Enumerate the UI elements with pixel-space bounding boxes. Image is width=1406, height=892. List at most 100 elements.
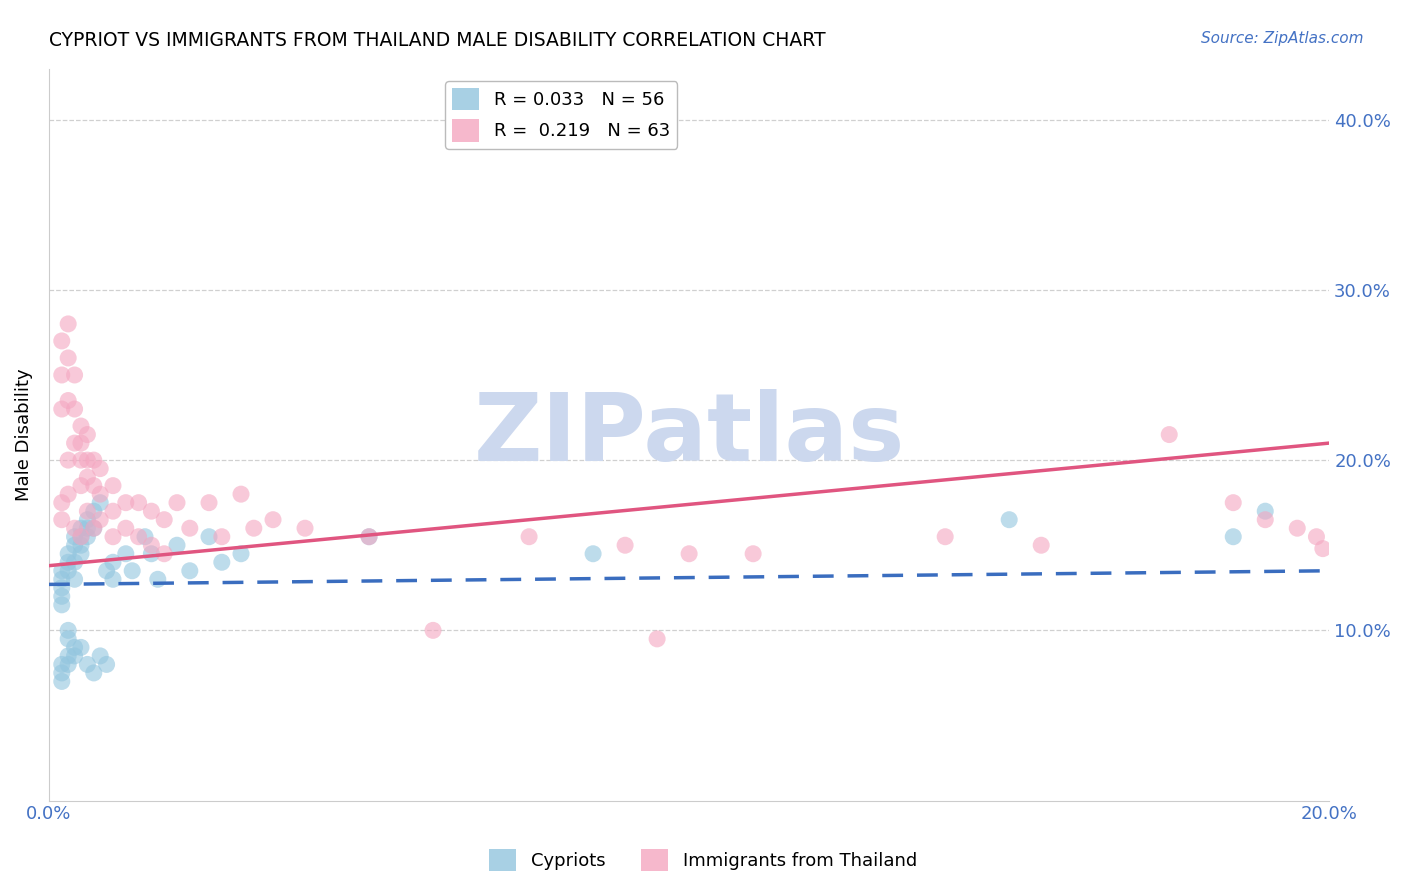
Point	[229, 547, 252, 561]
Point	[101, 572, 124, 586]
Point	[134, 530, 156, 544]
Point	[1254, 504, 1277, 518]
Point	[70, 521, 93, 535]
Point	[56, 624, 79, 638]
Point	[934, 530, 956, 544]
Text: Source: ZipAtlas.com: Source: ZipAtlas.com	[1201, 31, 1364, 46]
Point	[51, 572, 73, 586]
Point	[63, 648, 86, 663]
Point	[70, 436, 93, 450]
Point	[70, 538, 93, 552]
Point	[211, 555, 233, 569]
Point	[422, 624, 444, 638]
Point	[998, 513, 1021, 527]
Point	[56, 564, 79, 578]
Point	[179, 521, 201, 535]
Point	[96, 657, 118, 672]
Point	[70, 530, 93, 544]
Point	[179, 564, 201, 578]
Text: ZIPatlas: ZIPatlas	[474, 389, 905, 481]
Point	[70, 419, 93, 434]
Y-axis label: Male Disability: Male Disability	[15, 368, 32, 501]
Point	[678, 547, 700, 561]
Point	[1222, 530, 1244, 544]
Point	[243, 521, 266, 535]
Point	[1031, 538, 1053, 552]
Point	[56, 632, 79, 646]
Point	[357, 530, 380, 544]
Point	[1286, 521, 1309, 535]
Point	[63, 521, 86, 535]
Point	[83, 504, 105, 518]
Point	[128, 496, 150, 510]
Point	[76, 513, 98, 527]
Point	[63, 555, 86, 569]
Point	[56, 555, 79, 569]
Point	[141, 504, 163, 518]
Point	[614, 538, 637, 552]
Point	[56, 547, 79, 561]
Point	[141, 547, 163, 561]
Point	[114, 496, 136, 510]
Point	[63, 436, 86, 450]
Point	[51, 513, 73, 527]
Point	[198, 530, 221, 544]
Point	[83, 521, 105, 535]
Point	[51, 564, 73, 578]
Point	[166, 496, 188, 510]
Point	[153, 513, 176, 527]
Point	[141, 538, 163, 552]
Point	[76, 453, 98, 467]
Point	[76, 427, 98, 442]
Point	[96, 564, 118, 578]
Point	[76, 470, 98, 484]
Point	[76, 530, 98, 544]
Legend: Cypriots, Immigrants from Thailand: Cypriots, Immigrants from Thailand	[482, 842, 924, 879]
Point	[51, 402, 73, 417]
Point	[83, 521, 105, 535]
Point	[1159, 427, 1181, 442]
Point	[56, 487, 79, 501]
Point	[89, 496, 111, 510]
Point	[51, 581, 73, 595]
Point	[89, 513, 111, 527]
Point	[76, 521, 98, 535]
Point	[51, 334, 73, 348]
Point	[101, 555, 124, 569]
Point	[1312, 541, 1334, 556]
Point	[70, 640, 93, 655]
Point	[56, 393, 79, 408]
Point	[83, 665, 105, 680]
Point	[153, 547, 176, 561]
Point	[51, 674, 73, 689]
Point	[166, 538, 188, 552]
Point	[70, 478, 93, 492]
Point	[63, 368, 86, 382]
Point	[146, 572, 169, 586]
Point	[1305, 530, 1327, 544]
Point	[645, 632, 668, 646]
Point	[262, 513, 284, 527]
Point	[1222, 496, 1244, 510]
Point	[128, 530, 150, 544]
Point	[63, 640, 86, 655]
Point	[198, 496, 221, 510]
Point	[742, 547, 765, 561]
Point	[70, 547, 93, 561]
Point	[83, 478, 105, 492]
Point	[51, 665, 73, 680]
Point	[582, 547, 605, 561]
Point	[51, 657, 73, 672]
Point	[63, 402, 86, 417]
Point	[51, 590, 73, 604]
Point	[56, 453, 79, 467]
Point	[89, 648, 111, 663]
Point	[229, 487, 252, 501]
Point	[89, 487, 111, 501]
Point	[63, 538, 86, 552]
Point	[76, 504, 98, 518]
Point	[56, 648, 79, 663]
Point	[56, 657, 79, 672]
Point	[76, 657, 98, 672]
Point	[101, 504, 124, 518]
